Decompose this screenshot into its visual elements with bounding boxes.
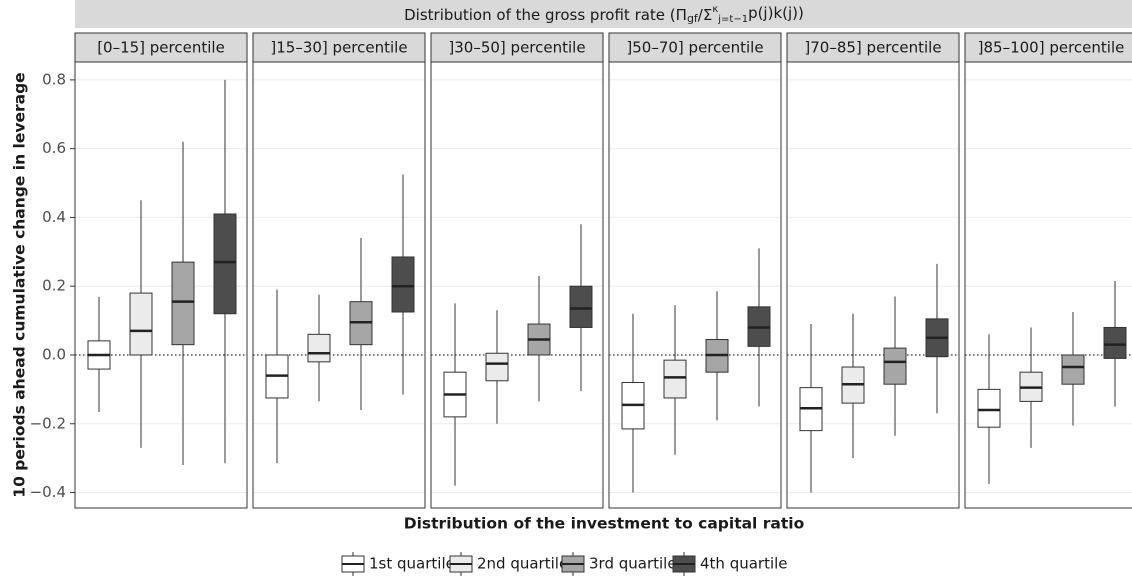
facet-strip	[964, 32, 1132, 63]
y-tick-label: 0.0	[42, 345, 66, 363]
y-tick-label: 0.4	[42, 208, 66, 226]
facet-label: ]85–100] percentile	[978, 39, 1125, 57]
box	[129, 292, 153, 356]
panel-border	[964, 61, 1132, 509]
title-part: j=t−1	[717, 14, 748, 25]
y-tick-label: −0.2	[30, 414, 66, 432]
legend-label: 3rd quartile	[589, 555, 677, 573]
y-tick-label: −0.4	[30, 483, 66, 501]
box	[213, 213, 237, 315]
title-part: /Σ	[698, 6, 713, 24]
facet-label: ]50–70] percentile	[626, 39, 763, 57]
title-strip	[75, 0, 1132, 28]
x-axis-label: Distribution of the investment to capita…	[404, 515, 805, 533]
panel-border	[608, 61, 782, 509]
box	[663, 359, 687, 399]
legend-label: 2nd quartile	[477, 555, 568, 573]
facet-strip	[252, 32, 426, 63]
title-part: p(j)k(j))	[748, 4, 804, 22]
box	[391, 256, 415, 313]
legend-label: 1st quartile	[369, 555, 455, 573]
facet-label: [0–15] percentile	[97, 39, 225, 57]
y-tick-label: 0.2	[42, 277, 66, 295]
panel-border	[252, 61, 426, 509]
facet-label: ]30–50] percentile	[448, 39, 585, 57]
facet-strip	[786, 32, 960, 63]
box	[883, 347, 907, 385]
box	[485, 352, 509, 382]
y-tick-label: 0.8	[42, 70, 66, 88]
box	[977, 388, 1001, 428]
facet-strip	[430, 32, 604, 63]
box	[307, 333, 331, 363]
title-part: κ	[712, 4, 718, 15]
box	[1103, 326, 1127, 359]
title-part: Distribution of the gross profit rate (Π	[404, 6, 687, 24]
y-axis-label: 10 periods ahead cumulative change in le…	[11, 72, 29, 497]
chart-title: Distribution of the gross profit rate (Π…	[404, 4, 804, 26]
y-tick-label: 0.6	[42, 139, 66, 157]
box	[171, 261, 195, 346]
box	[1061, 354, 1085, 385]
facet-label: ]15–30] percentile	[270, 39, 407, 57]
title-part: gf	[687, 12, 699, 25]
panel-border	[430, 61, 604, 509]
box	[569, 285, 593, 328]
panel-border	[74, 61, 248, 509]
legend-label: 4th quartile	[700, 555, 788, 573]
facet-label: ]70–85] percentile	[804, 39, 941, 57]
panel-border	[786, 61, 960, 509]
